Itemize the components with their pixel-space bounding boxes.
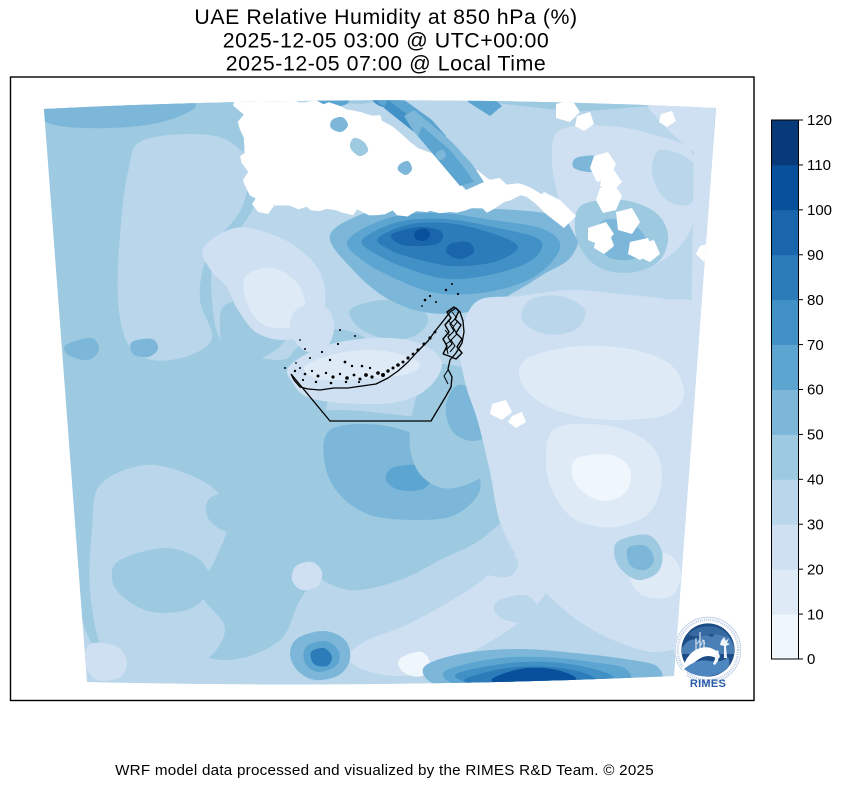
svg-text:20: 20 — [807, 561, 824, 578]
svg-text:90: 90 — [807, 247, 824, 264]
svg-text:10: 10 — [807, 606, 824, 623]
svg-text:RIMES: RIMES — [690, 678, 726, 690]
svg-text:100: 100 — [807, 202, 832, 219]
svg-text:80: 80 — [807, 292, 824, 309]
svg-text:2025-12-05 07:00 @ Local Time: 2025-12-05 07:00 @ Local Time — [226, 52, 547, 76]
svg-text:60: 60 — [807, 382, 824, 399]
svg-text:2025-12-05 03:00 @ UTC+00:00: 2025-12-05 03:00 @ UTC+00:00 — [223, 28, 550, 52]
svg-text:30: 30 — [807, 516, 824, 533]
svg-text:40: 40 — [807, 472, 824, 489]
svg-text:110: 110 — [807, 157, 831, 174]
svg-text:50: 50 — [807, 427, 824, 444]
svg-text:120: 120 — [807, 112, 832, 129]
svg-text:UAE Relative Humidity at 850 h: UAE Relative Humidity at 850 hPa (%) — [194, 5, 577, 29]
svg-text:0: 0 — [807, 651, 815, 668]
svg-text:WRF model data processed and v: WRF model data processed and visualized … — [115, 762, 654, 779]
svg-text:70: 70 — [807, 337, 824, 354]
